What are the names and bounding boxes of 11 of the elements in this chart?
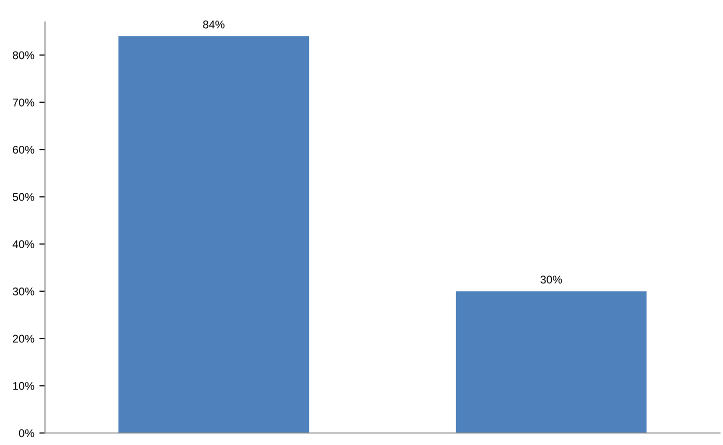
y-tick-label: 60% [12, 146, 34, 154]
y-tick-label: 40% [12, 240, 34, 248]
data-label: 84% [203, 20, 224, 28]
y-tick-label: 80% [12, 51, 34, 60]
y-tick-label: 10% [13, 382, 34, 390]
y-tick-label: 20% [12, 334, 34, 343]
data-label: 30% [540, 276, 562, 284]
y-tick-label: 70% [12, 98, 34, 106]
y-tick-label: 30% [12, 288, 34, 296]
y-tick-label: 50% [12, 193, 34, 201]
y-tick-label: 0% [18, 429, 34, 438]
